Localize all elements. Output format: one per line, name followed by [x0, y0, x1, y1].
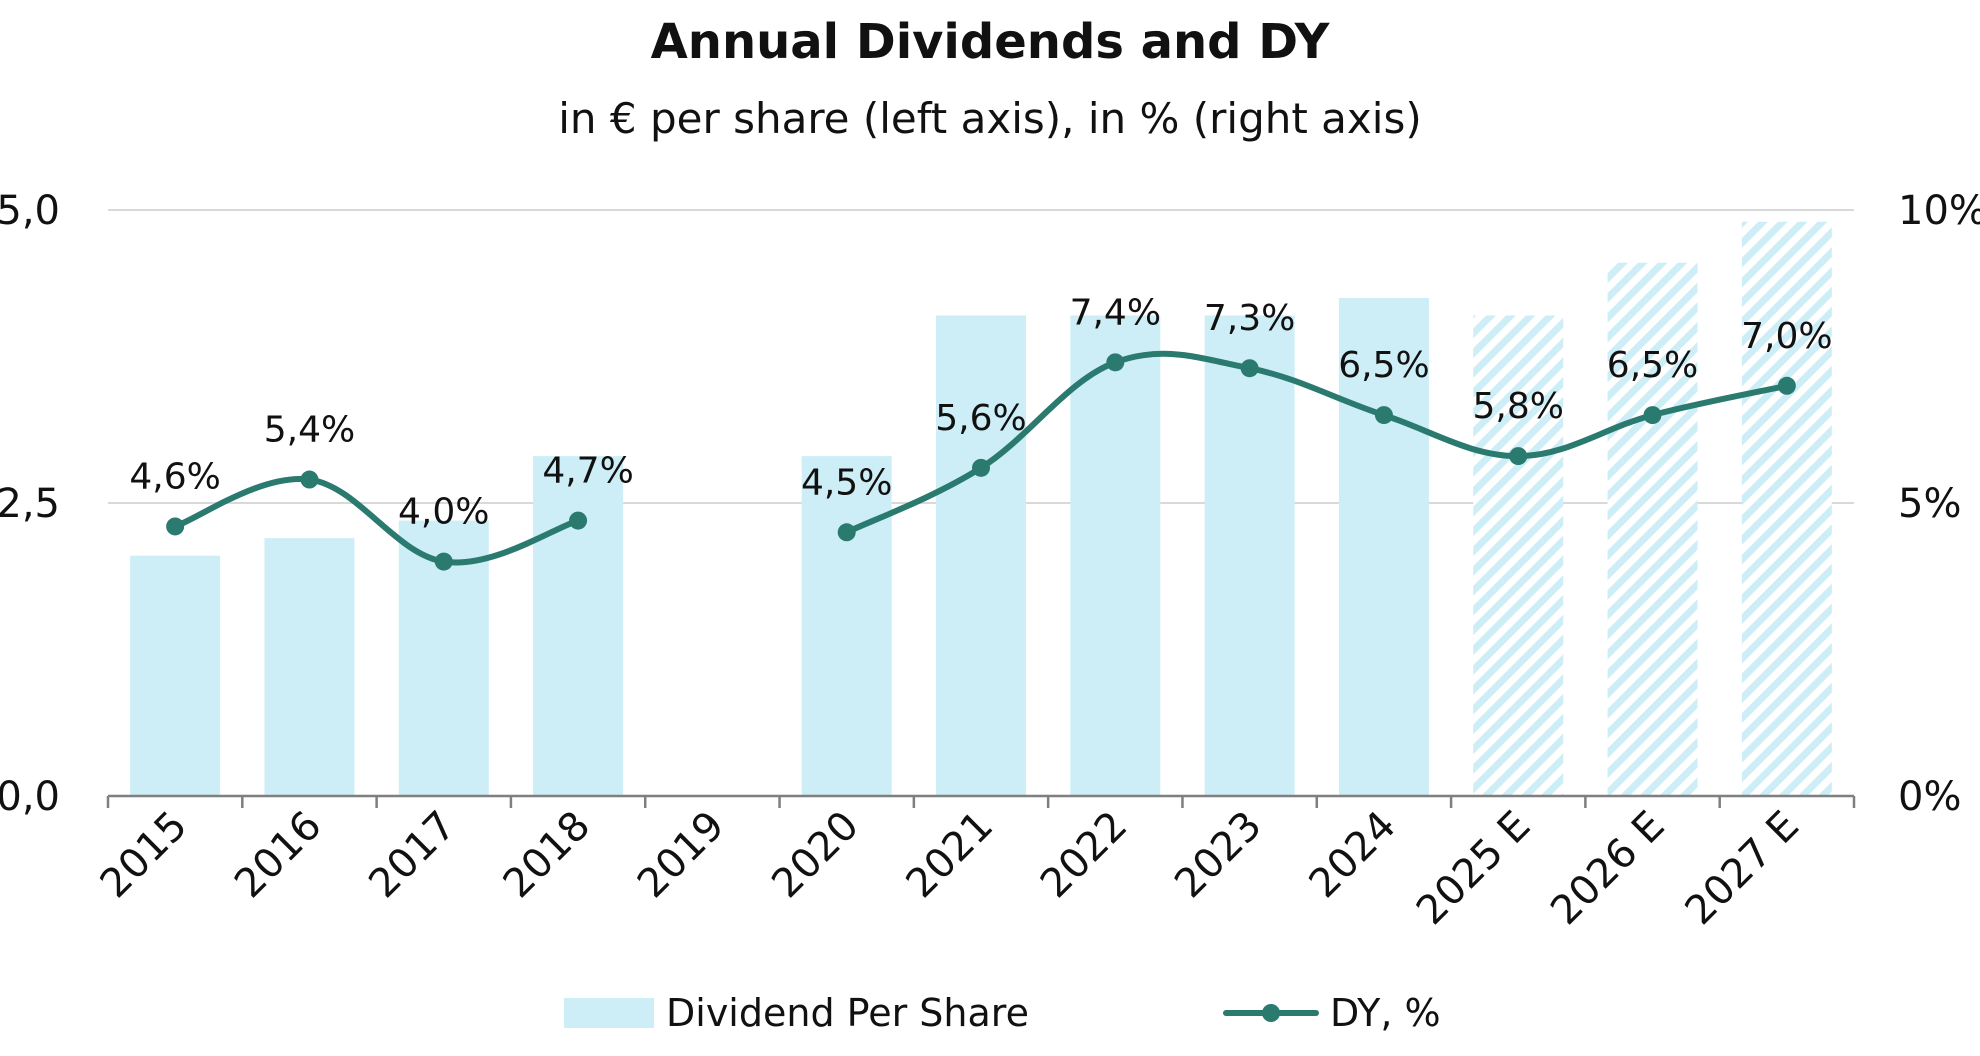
data-label-dy: 7,0%	[1741, 316, 1832, 357]
right-axis-tick-label: 10%	[1898, 188, 1980, 234]
bar-dividend-per-share	[1607, 262, 1698, 796]
legend-swatch-dy-marker	[1262, 1004, 1280, 1022]
legend-label-dividend: Dividend Per Share	[666, 991, 1029, 1035]
legend: Dividend Per Share DY, %	[564, 991, 1441, 1035]
data-label-dy: 4,5%	[801, 462, 892, 503]
point-dy-percent	[166, 517, 185, 536]
point-dy-percent	[1777, 376, 1796, 395]
right-axis-tick-label: 0%	[1898, 774, 1961, 820]
point-dy-percent	[434, 552, 453, 571]
line-dy-percent	[843, 350, 1790, 536]
bar-dividend-per-share	[1070, 315, 1161, 796]
x-axis-category-label: 2022	[1032, 803, 1137, 908]
x-axis-category-label: 2015	[92, 803, 197, 908]
x-axis-category-label: 2019	[629, 803, 734, 908]
x-axis-category-label: 2016	[226, 803, 331, 908]
data-label-dy: 7,3%	[1204, 298, 1295, 339]
data-label-dy: 4,6%	[129, 456, 220, 497]
data-label-dy: 5,6%	[935, 398, 1026, 439]
x-axis-category-label: 2027 E	[1677, 803, 1808, 934]
data-label-dy: 5,4%	[264, 410, 355, 451]
bar-dividend-per-share	[801, 456, 892, 796]
point-dy-percent	[300, 470, 319, 489]
point-dy-percent	[972, 458, 990, 477]
point-dy-percent	[569, 511, 588, 530]
chart-subtitle: in € per share (left axis), in % (right …	[558, 94, 1422, 143]
left-axis-tick-label: 2,5	[0, 481, 60, 527]
line-dy-percent	[172, 475, 582, 566]
point-dy-percent	[1643, 406, 1662, 425]
bar-dividend-per-share	[936, 315, 1026, 796]
x-axis-category-label: 2023	[1166, 803, 1271, 908]
x-axis-category-label: 2020	[763, 803, 868, 908]
data-label-dy: 4,0%	[398, 492, 489, 533]
data-label-dy: 5,8%	[1472, 386, 1563, 427]
point-dy-percent	[1106, 353, 1125, 372]
point-dy-percent	[837, 523, 856, 542]
bar-dividend-per-share	[130, 555, 221, 796]
legend-label-dy: DY, %	[1330, 991, 1441, 1035]
bar-dividend-per-share	[1338, 297, 1429, 796]
x-axis-category-label: 2017	[360, 803, 465, 908]
line-series	[166, 350, 1796, 571]
bar-dividend-per-share	[264, 538, 355, 796]
bar-dividend-per-share	[1473, 315, 1564, 796]
data-label-dy: 6,5%	[1338, 345, 1429, 386]
data-label-dy: 6,5%	[1607, 345, 1698, 386]
x-axis-category-label: 2018	[495, 803, 600, 908]
x-axis-category-label: 2026 E	[1542, 803, 1673, 934]
data-label-dy: 4,7%	[542, 451, 633, 492]
point-dy-percent	[1509, 447, 1528, 466]
bar-dividend-per-share	[533, 456, 624, 796]
legend-swatch-dividend	[564, 998, 654, 1028]
x-axis-category-label: 2025 E	[1408, 803, 1539, 934]
left-axis-tick-label: 5,0	[0, 188, 60, 234]
data-label-dy: 7,4%	[1070, 292, 1161, 333]
bar-dividend-per-share	[1741, 221, 1832, 797]
x-axis-category-label: 2024	[1300, 803, 1405, 908]
x-axis-category-label: 2021	[898, 803, 1003, 908]
right-axis-tick-label: 5%	[1898, 481, 1961, 527]
point-dy-percent	[1374, 406, 1393, 425]
point-dy-percent	[1240, 359, 1259, 378]
left-axis-tick-label: 0,0	[0, 774, 60, 820]
bar-series	[130, 221, 1832, 797]
data-labels: 4,6% 5,4% 4,0% 4,7% 4,5% 5,6% 7,4% 7,3% 6,5% 5,8%…	[129, 292, 1832, 532]
chart-title: Annual Dividends and DY	[650, 14, 1330, 70]
bar-dividend-per-share	[1204, 315, 1295, 796]
